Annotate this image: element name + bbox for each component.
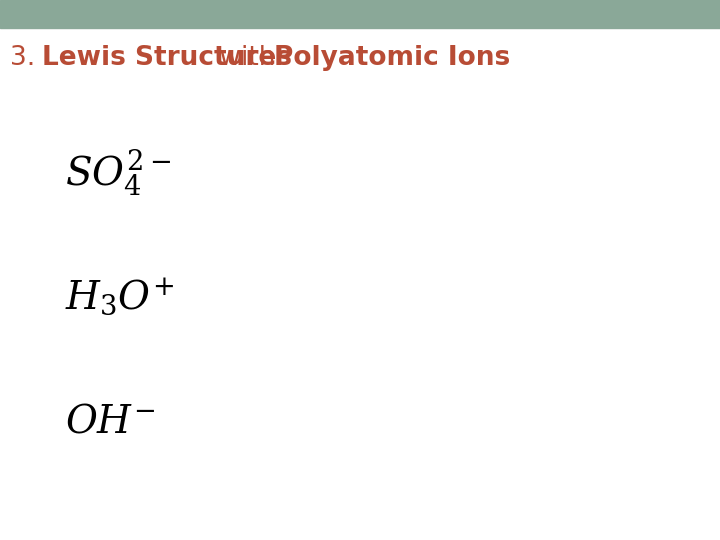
Text: $OH^{-}$: $OH^{-}$ (65, 402, 156, 440)
Text: Lewis Structures: Lewis Structures (42, 45, 292, 71)
Text: 3.: 3. (10, 45, 44, 71)
Text: with: with (210, 45, 284, 71)
Text: Polyatomic Ions: Polyatomic Ions (274, 45, 510, 71)
Text: $SO_4^{2-}$: $SO_4^{2-}$ (65, 148, 171, 198)
Text: $H_3O^{+}$: $H_3O^{+}$ (65, 276, 174, 318)
